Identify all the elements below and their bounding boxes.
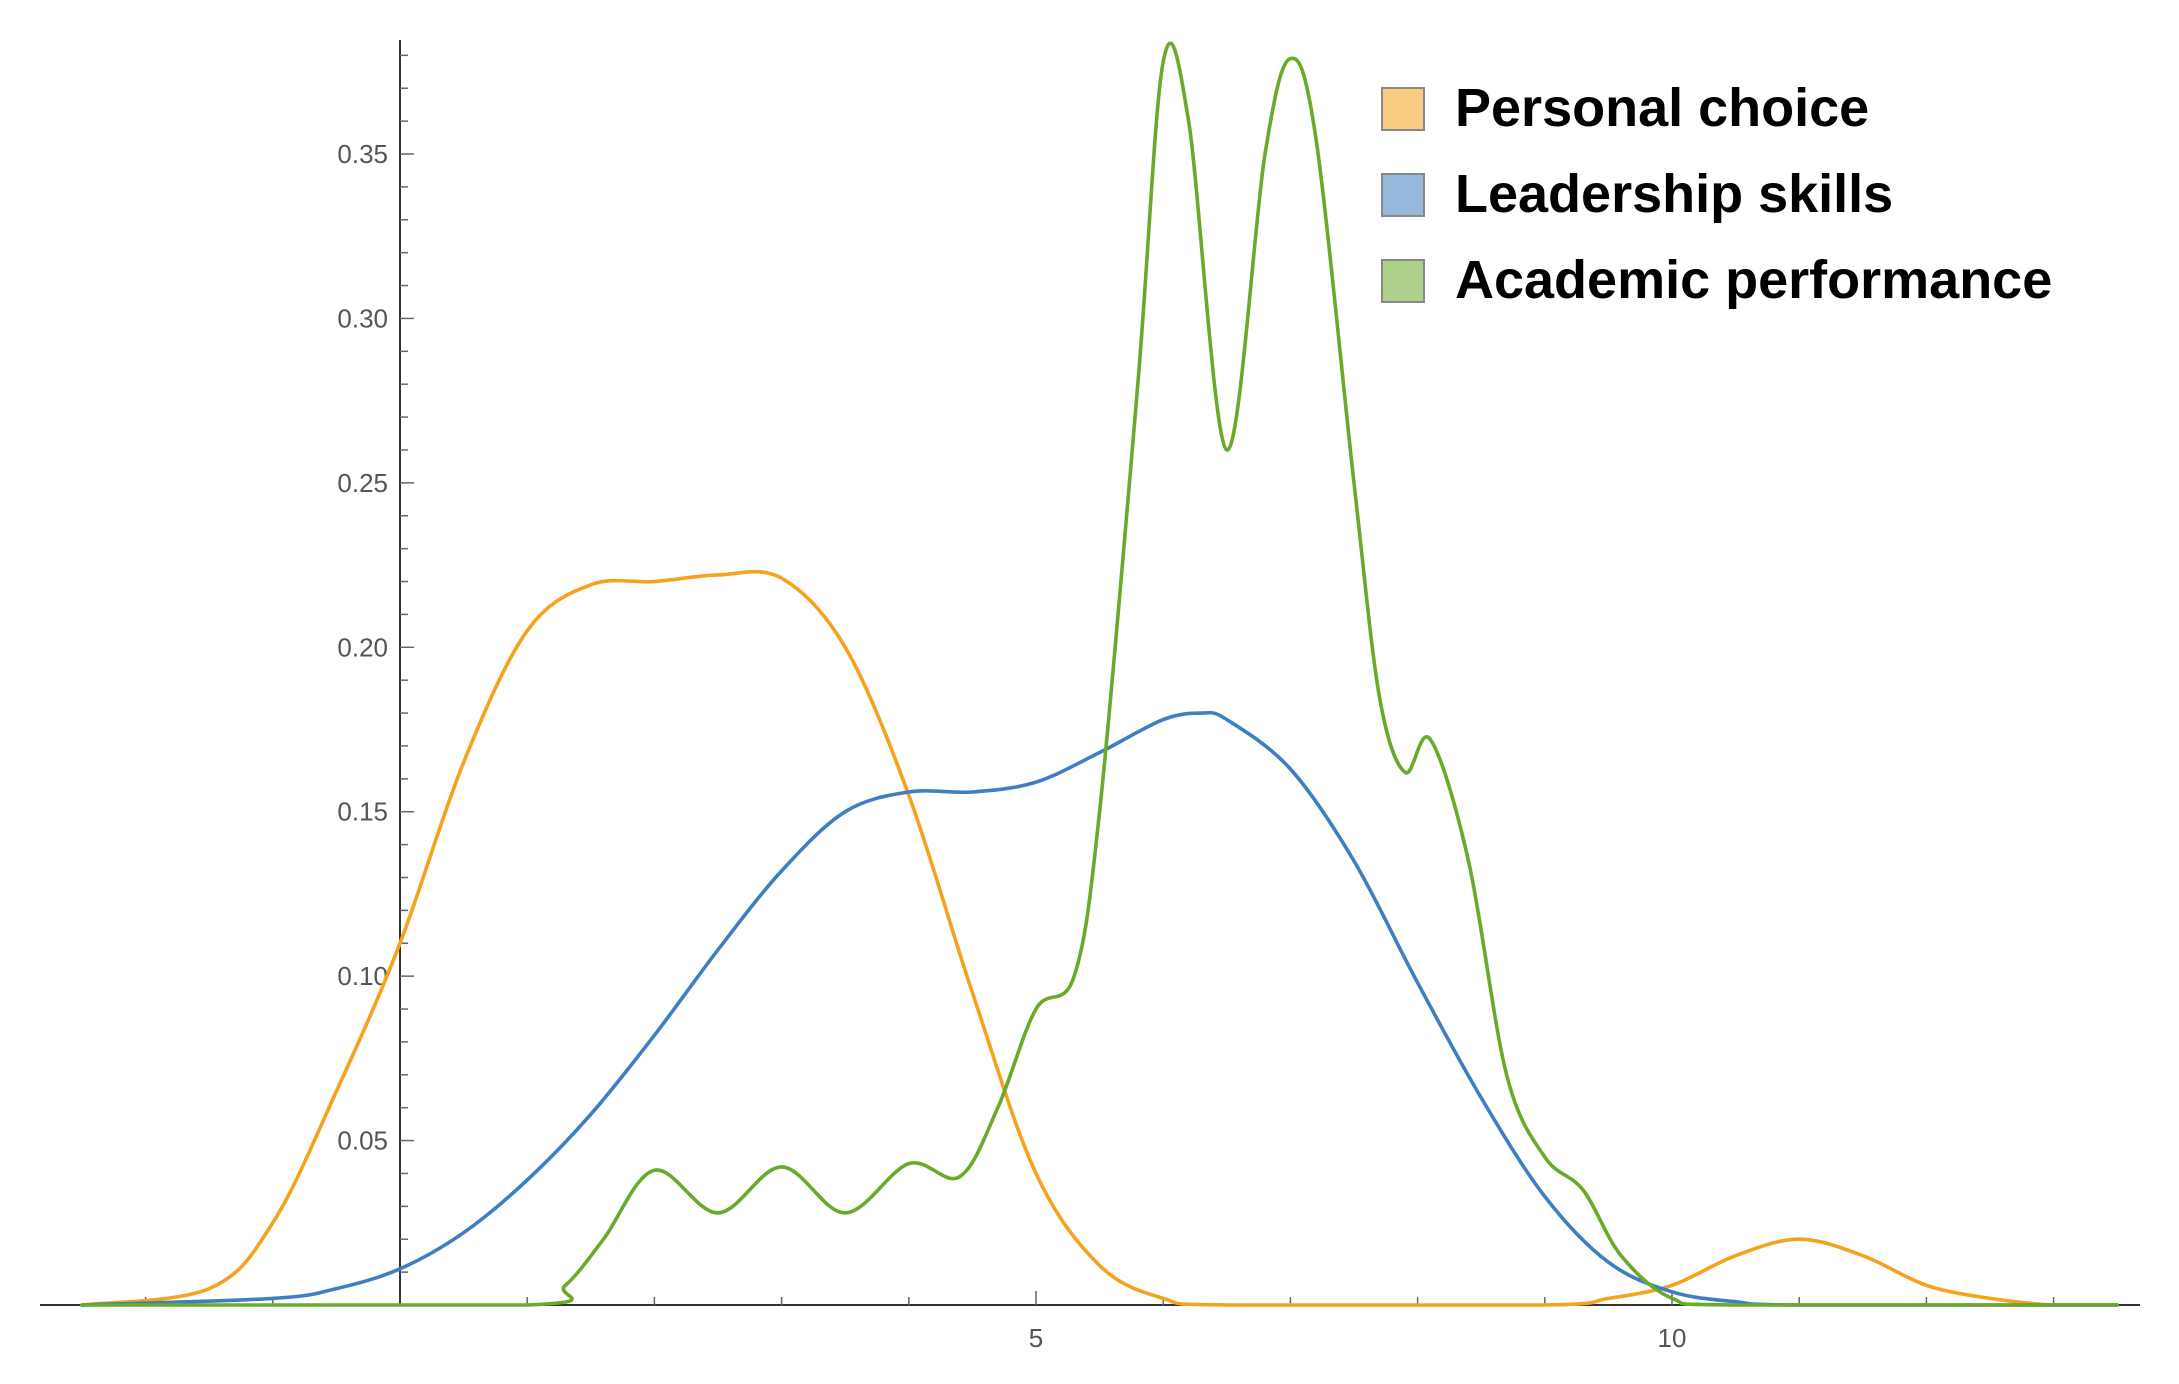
series-line-personal-choice (80, 569, 2119, 1307)
legend: Personal choice Leadership skills Academic… (1381, 78, 2052, 310)
axes (40, 40, 2140, 1306)
y-tick-label: 0.05 (337, 1126, 388, 1156)
y-tick-label: 0.20 (337, 632, 388, 662)
y-tick-label: 0.15 (337, 797, 388, 827)
y-tick-label: 0.30 (337, 303, 388, 333)
x-tick-label: 10 (1658, 1323, 1687, 1353)
legend-label-personal-choice: Personal choice (1455, 78, 1869, 138)
x-tick-label: 5 (1029, 1323, 1043, 1353)
y-tick-label: 0.25 (337, 468, 388, 498)
series-curves (80, 41, 2119, 1307)
legend-swatch-leadership-skills (1381, 173, 1425, 217)
legend-label-academic-performance: Academic performance (1455, 250, 2052, 310)
series-line-leadership-skills (80, 710, 2119, 1307)
series-line-academic-performance (80, 41, 2119, 1307)
legend-swatch-personal-choice (1381, 87, 1425, 131)
tick-labels: 5 10 0.05 0.10 0.15 0.20 0.25 0.30 0.35 (337, 139, 1686, 1353)
tick-marks (144, 54, 2055, 1305)
legend-label-leadership-skills: Leadership skills (1455, 164, 1893, 224)
legend-swatch-academic-performance (1381, 259, 1425, 303)
y-tick-label: 0.35 (337, 139, 388, 169)
y-tick-label: 0.10 (337, 961, 388, 991)
